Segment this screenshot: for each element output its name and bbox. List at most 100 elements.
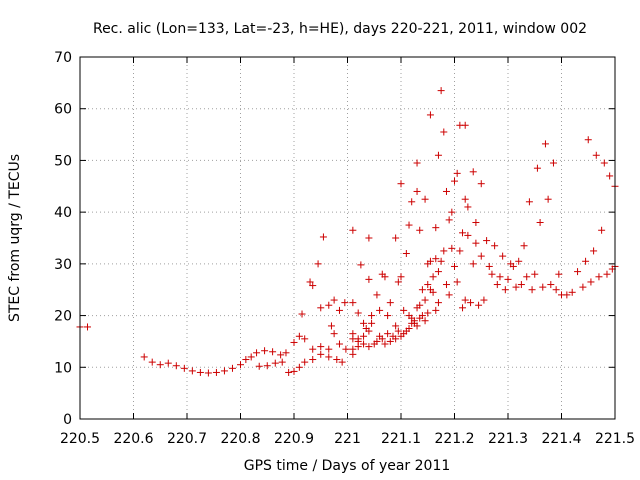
data-point (354, 309, 362, 317)
data-point (330, 330, 338, 338)
data-point (587, 278, 595, 286)
y-tick-label: 0 (63, 412, 72, 428)
data-point (140, 353, 148, 361)
data-point (579, 283, 587, 291)
data-point (496, 273, 504, 281)
data-point (448, 244, 456, 252)
data-point (445, 291, 453, 299)
data-point (360, 340, 368, 348)
data-point (440, 128, 448, 136)
data-point (539, 283, 547, 291)
data-point (424, 309, 432, 317)
data-point (349, 330, 357, 338)
data-point (188, 367, 196, 375)
data-point (349, 299, 357, 307)
data-point (461, 296, 469, 304)
x-tick-label: 220.8 (220, 431, 260, 447)
data-point (333, 356, 341, 364)
data-point (461, 121, 469, 129)
data-point (501, 286, 509, 294)
data-point (477, 180, 485, 188)
data-point (172, 362, 180, 370)
data-point (261, 347, 269, 355)
data-point (574, 268, 582, 276)
data-point (400, 306, 408, 314)
data-point (397, 273, 405, 281)
data-point (295, 332, 303, 340)
data-point (290, 367, 298, 375)
data-point (204, 369, 212, 377)
x-tick-label: 221.1 (381, 431, 421, 447)
data-point (386, 299, 394, 307)
data-point (180, 364, 188, 372)
data-point (475, 301, 483, 309)
data-point (381, 340, 389, 348)
data-point (451, 177, 458, 185)
data-point (509, 262, 517, 270)
data-point (365, 343, 373, 351)
data-point (429, 288, 437, 296)
data-point (373, 291, 381, 299)
data-point (269, 348, 277, 356)
data-point (156, 361, 164, 369)
data-point (598, 226, 606, 234)
data-point (520, 242, 528, 250)
data-point (317, 304, 325, 312)
data-point (253, 349, 261, 357)
data-point (384, 330, 392, 338)
data-point (285, 368, 293, 376)
data-point (469, 168, 477, 176)
data-point (405, 325, 413, 332)
data-point (378, 335, 386, 343)
data-point (376, 306, 384, 314)
data-point (555, 270, 563, 278)
data-point (196, 368, 204, 376)
data-point (298, 310, 306, 318)
data-point (277, 351, 285, 359)
x-axis-label: GPS time / Days of year 2011 (244, 458, 451, 474)
data-point (432, 306, 440, 314)
data-point (242, 356, 250, 364)
data-point (290, 338, 298, 346)
y-tick-label: 30 (54, 257, 72, 273)
data-point (319, 233, 327, 241)
data-point (467, 299, 475, 307)
data-point (148, 358, 156, 366)
data-point (301, 335, 309, 343)
data-point (212, 368, 220, 376)
data-point (477, 252, 485, 260)
data-point (600, 159, 608, 167)
data-point (392, 234, 400, 242)
data-point (365, 327, 373, 335)
data-point (552, 286, 560, 294)
data-point (381, 273, 389, 281)
data-point (464, 231, 472, 239)
data-point (456, 247, 464, 255)
data-point (525, 198, 533, 206)
data-point (237, 361, 244, 369)
data-point (421, 296, 429, 304)
x-tick-label: 220.7 (167, 431, 207, 447)
data-point (368, 319, 376, 327)
y-tick-label: 10 (54, 360, 72, 376)
data-point (541, 140, 549, 148)
grid-layer (80, 57, 615, 419)
data-point (493, 281, 501, 289)
data-point (365, 275, 373, 283)
data-point (418, 312, 426, 320)
data-point (488, 270, 496, 278)
data-point (255, 362, 263, 370)
data-point (394, 278, 402, 286)
data-point (432, 224, 440, 232)
data-point (453, 169, 461, 177)
data-point (440, 247, 448, 255)
data-point (314, 260, 322, 268)
data-point (459, 229, 467, 237)
data-point (448, 208, 456, 216)
data-point (373, 337, 381, 345)
data-point (309, 356, 317, 364)
data-point (504, 275, 512, 283)
data-point (606, 172, 614, 180)
data-point (528, 286, 536, 294)
